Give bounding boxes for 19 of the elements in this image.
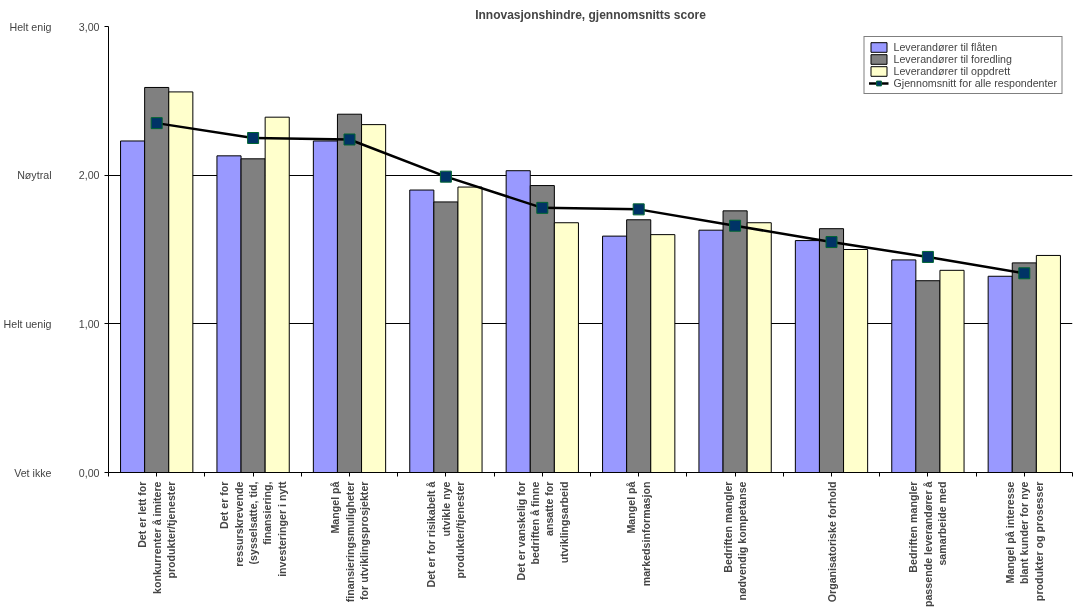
x-tick-label: Bedriften mangler passende leverandører å samarbeide med bbox=[907, 481, 949, 608]
legend-label: Leverandører til oppdrett bbox=[893, 65, 1011, 77]
chart-title: Innovasjonshindre, gjennomsnitts score bbox=[475, 7, 707, 22]
legend-label: Leverandører til flåten bbox=[893, 41, 998, 53]
y-tick-label: 0,00 bbox=[78, 466, 100, 479]
text: Vet ikke bbox=[14, 466, 52, 479]
x-tick-label: Det er for ressurskrevende (sysselsatte, tid, finansiering, investeringer i nytt bbox=[218, 481, 288, 577]
x-tick-label: Det er lett for konkurrenter å imitere produkter/tjenester bbox=[136, 481, 178, 595]
y-tick-label: 2,00 bbox=[78, 169, 100, 182]
x-tick-label: Bedriften mangler nødvendig kompetanse bbox=[721, 481, 749, 601]
text: Helt enig bbox=[9, 20, 52, 33]
legend-label: Gjennomsnitt for alle respondenter bbox=[893, 77, 1057, 89]
y-tick-label: 3,00 bbox=[78, 20, 100, 33]
y-tick-label: 1,00 bbox=[78, 317, 100, 330]
text: Nøytral bbox=[17, 169, 52, 182]
x-tick-label: Organisatoriske forhold bbox=[825, 481, 838, 603]
text: Helt uenig bbox=[3, 317, 52, 330]
legend-label: Leverandører til foredling bbox=[893, 53, 1012, 65]
x-tick-label: Det er vanskelig for bedriften å finne ansatte for utviklingsarbeid bbox=[514, 481, 570, 581]
